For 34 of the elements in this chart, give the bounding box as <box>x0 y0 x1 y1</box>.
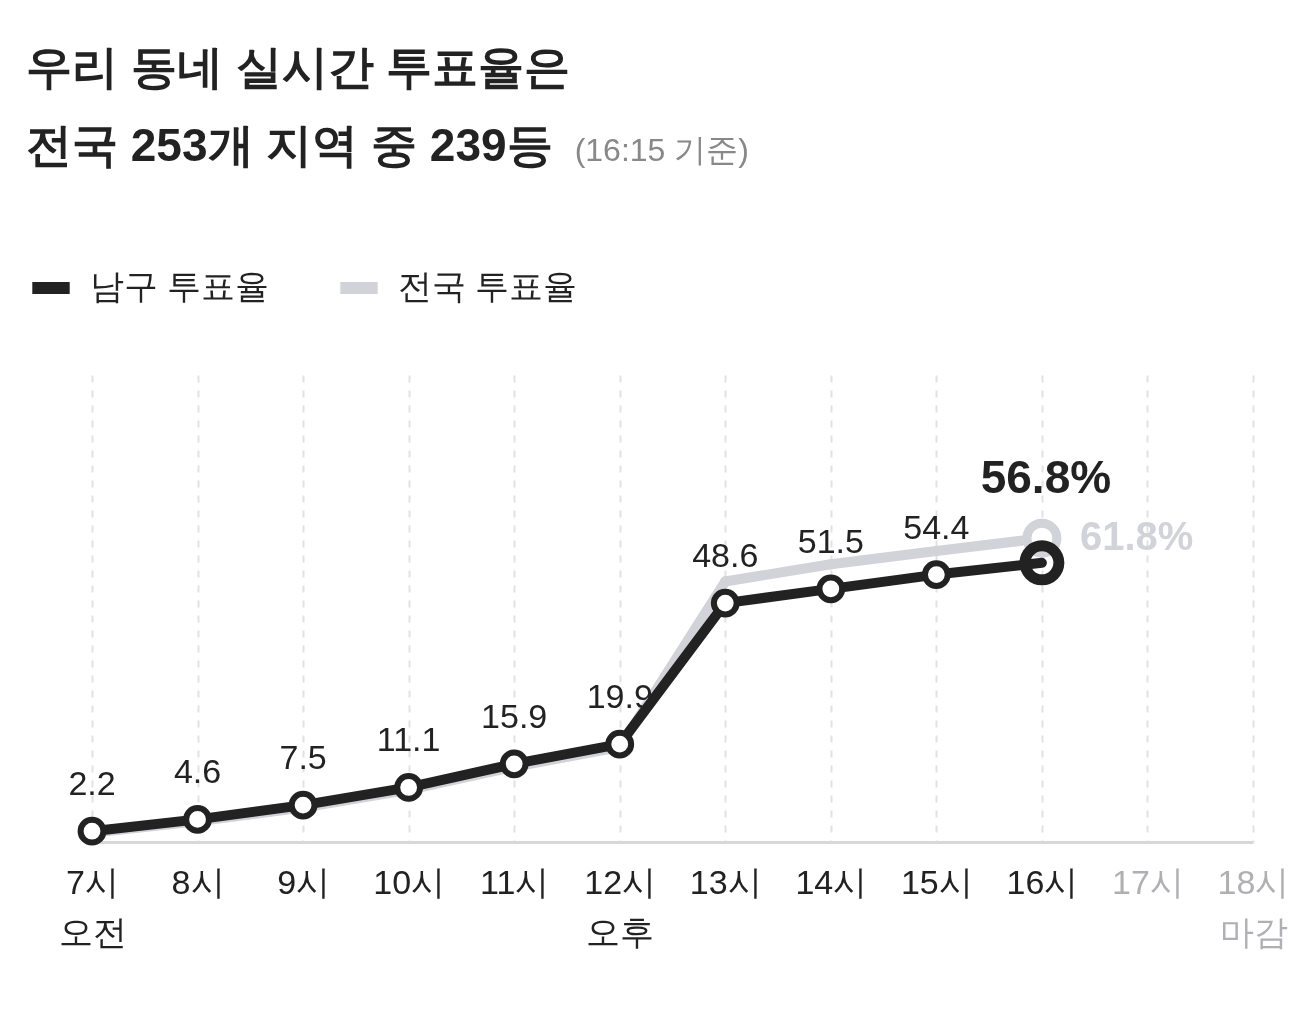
legend-label: 남구 투표율 <box>90 267 270 305</box>
x-tick-label: 7시 오전 <box>58 862 127 951</box>
chart-subtitle: (16:15 기준) <box>574 132 749 168</box>
data-label: 48.6 <box>692 536 759 575</box>
point <box>288 790 318 820</box>
data-label: 2.2 <box>68 764 116 803</box>
x-tick-label: 14시 <box>795 862 868 901</box>
x-tick-label: 12시 오후 <box>584 862 657 951</box>
chart-title: 우리 동네 실시간 투표율은 전국 253개 지역 중 239등 <box>26 41 571 171</box>
x-tick-label: 11시 <box>480 862 550 901</box>
point <box>816 574 846 604</box>
x-tick-label: 16시 <box>1006 862 1079 901</box>
legend-label: 전국 투표율 <box>398 267 578 305</box>
data-label: 11.1 <box>376 720 441 759</box>
point <box>394 773 424 802</box>
point <box>605 729 635 759</box>
x-tick-label: 15시 <box>900 862 973 901</box>
point <box>499 749 529 779</box>
data-label: 51.5 <box>797 521 864 560</box>
x-tick-label: 13시 <box>689 862 762 901</box>
data-label: 15.9 <box>481 696 548 735</box>
x-tick-label: 10시 <box>373 862 446 901</box>
x-tick-label: 8시 <box>171 862 225 901</box>
point <box>710 588 740 618</box>
x-tick-label: 18시 마감 <box>1217 862 1290 951</box>
x-tick-label: 17시 <box>1112 862 1184 901</box>
data-label: 4.6 <box>173 752 222 791</box>
data-label: 7.5 <box>279 738 327 777</box>
x-tick-label: 9시 <box>277 862 331 901</box>
point <box>921 560 951 589</box>
data-label: 56.8% <box>980 450 1112 503</box>
point <box>77 816 107 846</box>
data-label: 54.4 <box>903 507 970 546</box>
point <box>183 805 212 834</box>
